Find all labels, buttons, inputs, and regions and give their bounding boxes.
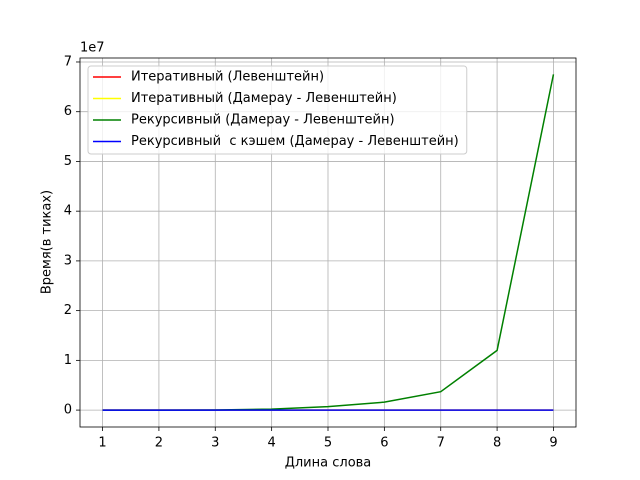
- legend-label: Рекурсивный с кэшем (Дамерау - Левенштей…: [131, 134, 459, 149]
- legend-label: Рекурсивный (Дамерау - Левенштейн): [131, 113, 395, 128]
- x-tick-label: 8: [493, 436, 501, 451]
- x-tick-label: 3: [211, 436, 219, 451]
- x-tick-label: 2: [155, 436, 163, 451]
- x-tick-label: 4: [267, 436, 275, 451]
- x-tick-label: 1: [98, 436, 106, 451]
- y-offset-text: 1e7: [80, 41, 105, 56]
- y-tick-label: 6: [64, 104, 72, 119]
- y-tick-label: 0: [64, 403, 72, 418]
- x-tick-label: 7: [437, 436, 445, 451]
- x-tick-label: 6: [380, 436, 388, 451]
- legend: Итеративный (Левенштейн) Итеративный (Дам…: [87, 65, 468, 155]
- x-tick-label: 9: [549, 436, 557, 451]
- y-tick-label: 1: [64, 353, 72, 368]
- y-tick-label: 5: [64, 154, 72, 169]
- y-tick-label: 3: [64, 253, 72, 268]
- y-tick-label: 4: [64, 204, 72, 219]
- legend-label: Итеративный (Левенштейн): [131, 70, 324, 85]
- legend-box: [87, 65, 468, 155]
- plot-frame: [79, 57, 577, 428]
- x-axis-label: Длина слова: [285, 456, 372, 471]
- legend-label: Итеративный (Дамерау - Левенштейн): [131, 91, 397, 106]
- y-tick-label: 7: [64, 54, 72, 69]
- y-tick-label: 2: [64, 303, 72, 318]
- x-tick-label: 5: [324, 436, 332, 451]
- y-axis-label: Время(в тиках): [40, 190, 55, 294]
